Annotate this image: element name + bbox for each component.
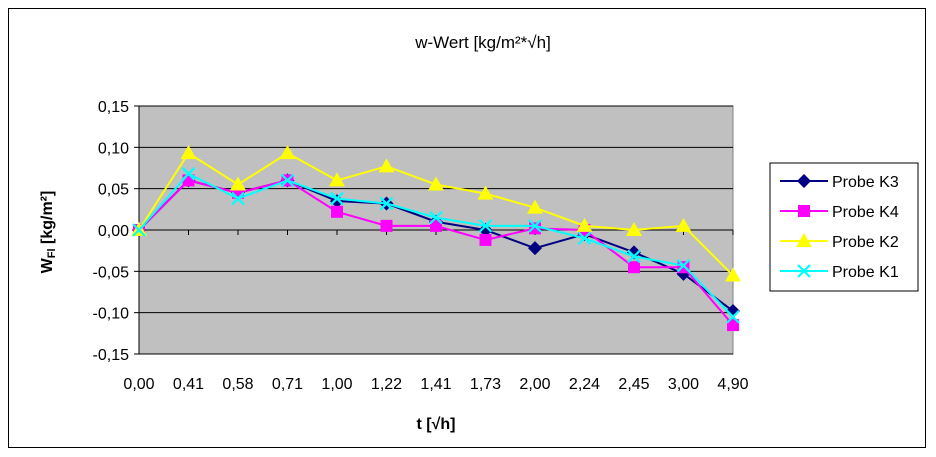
x-tick-label: 1,73: [470, 376, 501, 393]
marker-x: [132, 223, 146, 237]
marker-x-stroke: [231, 191, 245, 206]
marker-x-stroke: [726, 310, 740, 324]
legend: Probe K3 Probe K4 Probe K2 Probe K1: [769, 162, 919, 292]
marker-triangle: [675, 217, 692, 232]
marker-square: [529, 222, 541, 235]
marker-square: [380, 219, 393, 232]
y-tick-label: -0,15: [93, 347, 130, 364]
y-tick-label: 0,00: [98, 223, 129, 240]
marker-x-stroke: [528, 219, 542, 233]
marker-x-stroke: [429, 210, 443, 225]
marker-x: [726, 310, 740, 324]
marker-diamond: [797, 174, 811, 188]
marker-triangle: [576, 217, 593, 232]
x-tick-label: 0,00: [123, 376, 154, 393]
series-layer: [131, 145, 741, 332]
marker-square: [430, 219, 442, 232]
legend-label: Probe K3: [832, 174, 899, 191]
marker-x: [627, 249, 641, 264]
marker-triangle: [725, 267, 741, 282]
x-tick-label: 1,41: [420, 376, 451, 393]
legend-label: Probe K4: [832, 204, 899, 221]
marker-triangle: [428, 176, 444, 191]
x-axis-label: t [√h]: [417, 416, 456, 433]
marker-square: [677, 261, 690, 274]
y-tick-label: -0,10: [93, 306, 130, 323]
marker-triangle: [378, 158, 395, 173]
marker-x: [379, 196, 394, 211]
marker-x: [231, 191, 245, 206]
x-tick-label: 3,00: [668, 376, 699, 393]
y-axis: 0,15 0,10 0,05 0,00 -0,05 -0,10 -0,15: [93, 99, 140, 364]
x-tick-label: 4,90: [717, 376, 748, 393]
y-tick-label: 0,05: [98, 182, 129, 199]
x-tick-label: 2,45: [618, 376, 649, 393]
marker-triangle: [230, 176, 246, 191]
marker-square: [628, 261, 640, 274]
x-tick-label: 2,24: [569, 376, 600, 393]
marker-x: [676, 258, 691, 273]
marker-x-stroke: [478, 219, 493, 233]
marker-x: [181, 167, 196, 181]
y-axis-label-sub: Fl: [46, 248, 58, 258]
x-tick-label: 1,22: [371, 376, 402, 393]
marker-x-stroke: [676, 258, 691, 273]
marker-x-stroke: [181, 167, 196, 181]
marker-x-stroke: [627, 249, 641, 264]
marker-x: [429, 210, 443, 225]
marker-x: [797, 264, 811, 278]
marker-triangle: [329, 172, 345, 187]
legend-label: Probe K2: [832, 234, 899, 251]
chart-title: w-Wert [kg/m²*√h]: [414, 33, 551, 52]
marker-x-stroke: [280, 173, 295, 188]
marker-triangle: [477, 185, 494, 200]
x-tick-label: 2,00: [519, 376, 550, 393]
legend-label: Probe K1: [832, 264, 899, 281]
marker-triangle: [796, 233, 812, 247]
y-axis-label-rest: [kg/m²]: [39, 191, 56, 249]
marker-square: [798, 205, 810, 217]
marker-x-stroke: [132, 223, 146, 237]
marker-triangle: [626, 222, 642, 236]
marker-x: [478, 219, 493, 233]
marker-x-stroke: [577, 231, 592, 246]
marker-triangle: [527, 199, 543, 214]
marker-x: [330, 191, 344, 206]
x-tick-label: 1,00: [321, 376, 352, 393]
marker-x: [280, 173, 295, 188]
y-tick-label: 0,10: [98, 140, 129, 157]
series-probe-k1: [132, 167, 740, 324]
x-tick-label: 0,41: [173, 376, 204, 393]
series-probe-k2: [131, 145, 741, 282]
legend-box: [769, 162, 919, 292]
marker-square: [727, 319, 739, 332]
marker-square: [479, 233, 492, 246]
y-tick-label: 0,15: [98, 99, 129, 116]
marker-x-stroke: [330, 191, 344, 206]
x-tick-label: 0,71: [272, 376, 303, 393]
y-axis-label-main: W: [39, 257, 56, 273]
marker-x-stroke: [797, 264, 811, 278]
marker-diamond: [528, 241, 542, 256]
marker-x: [528, 219, 542, 233]
marker-triangle: [180, 145, 197, 160]
marker-x: [577, 231, 592, 246]
marker-x-stroke: [379, 196, 394, 211]
marker-triangle: [279, 145, 296, 160]
marker-square: [331, 205, 343, 218]
y-tick-label: -0,05: [93, 264, 130, 281]
y-axis-label: WFl [kg/m²]: [39, 191, 58, 274]
x-tick-label: 0,58: [222, 376, 253, 393]
